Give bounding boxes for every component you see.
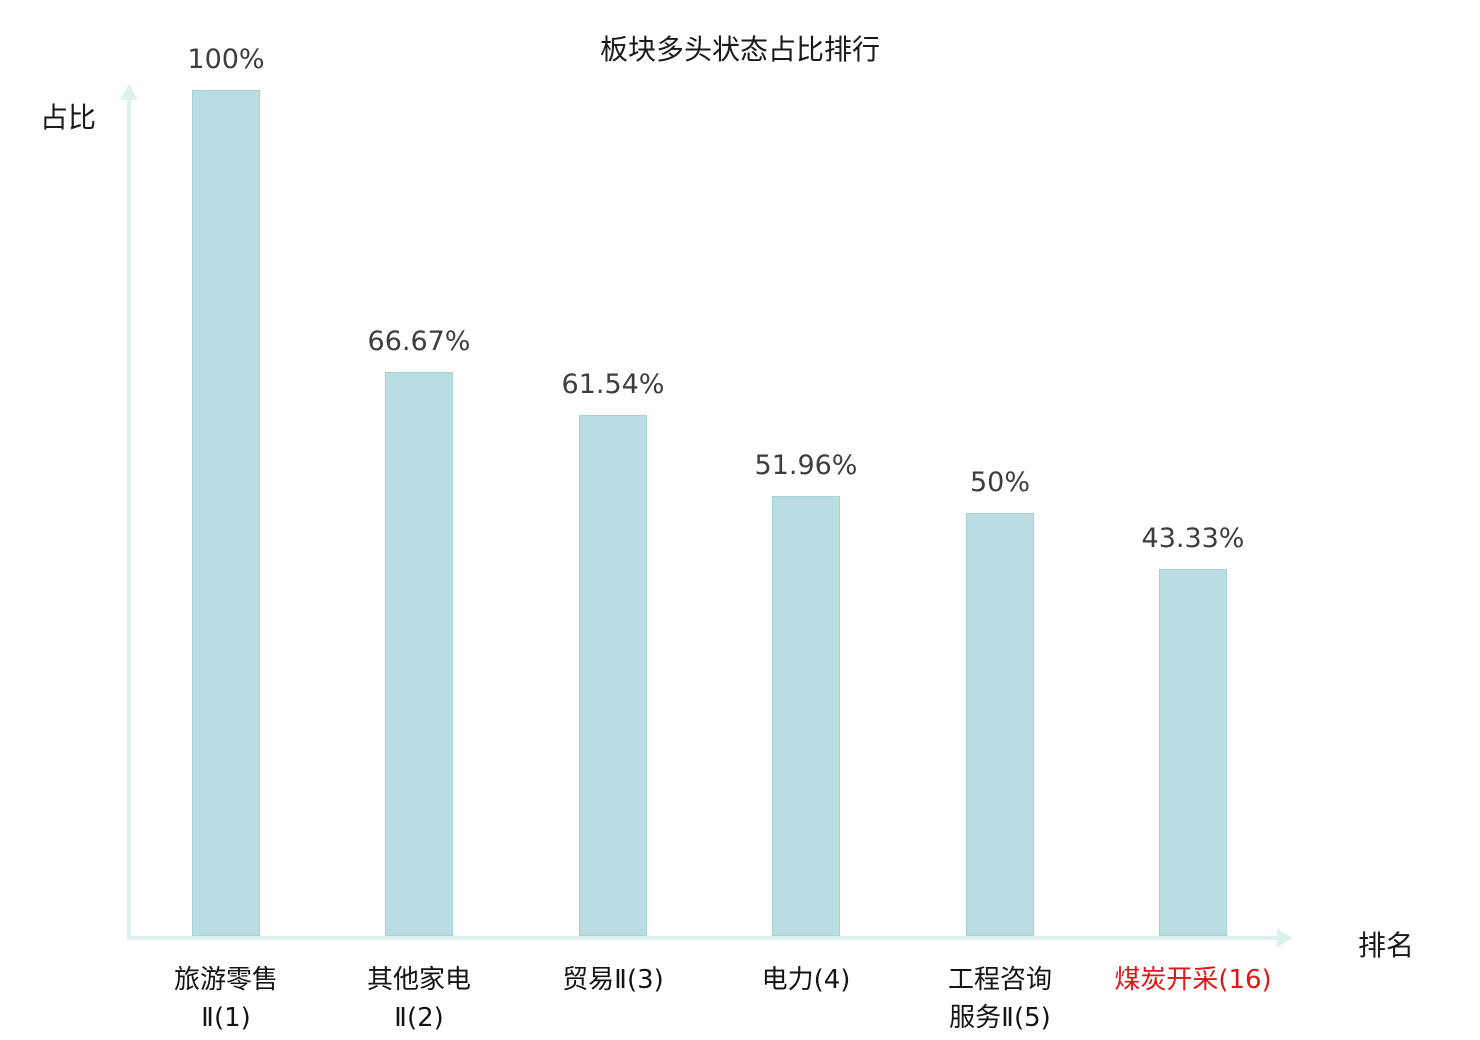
x-axis-line [127, 936, 1279, 940]
y-axis-line [127, 98, 131, 940]
bar-category-label: 电力(4) [686, 962, 926, 1000]
bar-category-label: 贸易Ⅱ(3) [493, 962, 733, 1000]
bar-category-label-line: 其他家电 [366, 965, 471, 995]
bar [579, 415, 647, 936]
bar-value-label: 100% [187, 44, 265, 75]
bar-category-label-line: 电力(4) [761, 965, 851, 995]
bar-category-label: 其他家电 Ⅱ(2) [299, 962, 539, 1037]
bar-value-label: 66.67% [367, 326, 471, 357]
bar [772, 496, 840, 936]
bar-category-label-line: 工程咨询 [947, 965, 1052, 995]
bar [192, 90, 260, 936]
chart-title: 板块多头状态占比排行 [599, 33, 880, 66]
y-axis-arrow-icon [120, 84, 138, 100]
bar-value-label: 51.96% [754, 450, 858, 481]
bar-category-label-line: 旅游零售 [173, 965, 278, 995]
bar [385, 372, 453, 936]
bar-category-label: 工程咨询服务Ⅱ(5) [880, 962, 1120, 1037]
bar-category-label-line: 贸易Ⅱ(3) [562, 965, 664, 995]
bar-category-label-line: Ⅱ(2) [394, 1002, 444, 1033]
bar-value-label: 61.54% [561, 369, 665, 400]
x-axis-arrow-icon [1277, 929, 1293, 947]
bar-category-label-line: 煤炭开采(16) [1114, 965, 1272, 995]
bar-category-label-line: Ⅱ(1) [201, 1002, 251, 1033]
bar [1159, 569, 1227, 936]
y-axis-label: 占比 [40, 101, 97, 134]
bar-value-label: 50% [969, 467, 1030, 498]
bar-category-label: 煤炭开采(16) [1073, 962, 1313, 1000]
bar [966, 513, 1034, 936]
bar-category-label: 旅游零售 Ⅱ(1) [106, 962, 346, 1037]
x-axis-label: 排名 [1358, 929, 1415, 962]
bar-value-label: 43.33% [1141, 523, 1245, 554]
bar-category-label-line: 服务Ⅱ(5) [949, 1002, 1051, 1033]
